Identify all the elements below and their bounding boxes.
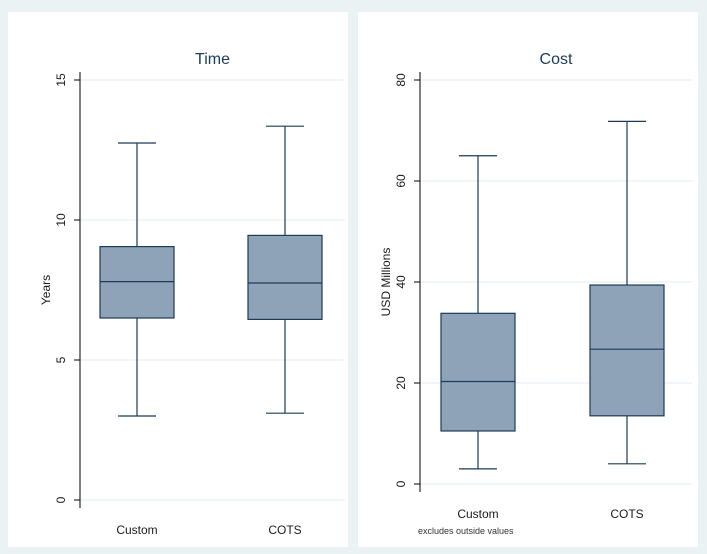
panel-2-note: excludes outside values — [418, 526, 514, 536]
panel-1-category-label-0: Custom — [116, 523, 157, 537]
panel-1-ytick-label-0: 0 — [54, 496, 68, 503]
panel-2-background — [358, 12, 698, 547]
panel-1-box-1-iqr — [247, 234, 323, 320]
panel-1-ytick-label-1: 5 — [54, 356, 68, 363]
panel-2-ytick-label-2: 40 — [394, 275, 408, 289]
panel-2-ytick-label-3: 60 — [394, 174, 408, 188]
panel-2-category-label-1: COTS — [610, 507, 643, 521]
panel-1-box-0-iqr — [99, 246, 175, 319]
panel-1-ytick-label-2: 10 — [54, 213, 68, 227]
panel-2: 0 20 40 60 80 USD Millions Cost Custom COTS exclu… — [358, 12, 698, 547]
panel-2-box-0-iqr — [440, 312, 516, 432]
panel-1-category-label-1: COTS — [268, 523, 301, 537]
panel-1-y-axis-title: Years — [39, 275, 53, 305]
panel-2-category-label-0: Custom — [457, 507, 498, 521]
panel-2-ytick-label-4: 80 — [394, 73, 408, 87]
panel-1-title: Time — [195, 51, 230, 68]
panel-2-y-axis-title: USD Millions — [379, 248, 393, 317]
panel-1-ytick-label-3: 15 — [54, 73, 68, 87]
panel-2-title: Cost — [540, 51, 573, 68]
panel-2-box-1-iqr — [589, 284, 665, 417]
panel-1: 0 5 10 15 Years Time Custom COTS — [8, 12, 348, 547]
panel-2-ytick-label-0: 0 — [394, 480, 408, 487]
panel-2-ytick-label-1: 20 — [394, 376, 408, 390]
